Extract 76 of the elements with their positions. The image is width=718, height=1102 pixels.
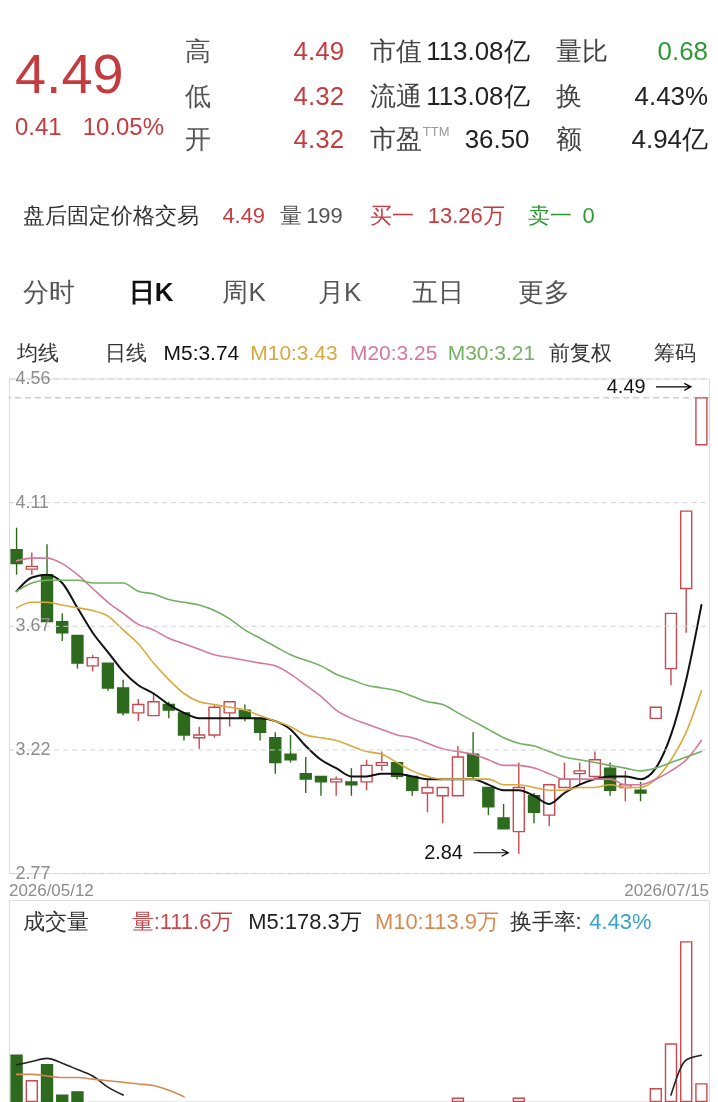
text: 2026/07/15 [624, 881, 710, 901]
text: 36.50 [464, 125, 530, 154]
text: 低 [185, 82, 212, 111]
line-series [15, 601, 703, 792]
text: 前复权 [549, 340, 613, 364]
text: 10.05% [82, 113, 164, 141]
text: 量比 [556, 37, 609, 66]
text: 买一 [369, 202, 414, 228]
bar [71, 1091, 84, 1102]
candlestick [664, 612, 678, 686]
text: 0 [582, 202, 595, 228]
text: 周K [222, 277, 266, 306]
text: 换 [556, 82, 583, 111]
text: 4.49 [293, 37, 345, 66]
candlestick [649, 706, 662, 720]
text: 换手率: [509, 908, 582, 934]
text: M20:3.25 [350, 340, 438, 364]
text: 均线 [15, 340, 59, 364]
text: M10:113.9万 [374, 908, 499, 934]
text: 4.49 [14, 42, 124, 106]
annotation: 2.84 [424, 840, 463, 863]
text: 市值 [369, 37, 422, 66]
candlestick [314, 775, 328, 797]
text: M10:3.43 [250, 340, 338, 364]
text: 0.41 [14, 113, 62, 141]
text: 2026/05/12 [8, 881, 94, 901]
text: 量 [280, 202, 303, 228]
text: 更多 [517, 277, 570, 306]
candlestick [177, 712, 191, 742]
bar [56, 1094, 69, 1102]
text: 高 [185, 37, 212, 66]
text: 额 [556, 125, 583, 154]
candlestick [436, 786, 449, 825]
text: M5:3.74 [163, 340, 240, 364]
text: 4.43% [634, 82, 709, 111]
bar [40, 1064, 54, 1102]
text: 盘后固定价格交易 [22, 202, 199, 228]
candlestick [695, 397, 708, 446]
text: 日线 [104, 340, 147, 364]
text: 113.08亿 [426, 82, 530, 111]
y-tick-label: 3.22 [15, 738, 51, 759]
candlestick [451, 745, 465, 797]
candlestick [25, 551, 38, 576]
annotation: 4.49 [606, 374, 646, 397]
text: 4.32 [293, 125, 345, 154]
y-tick-label: 3.67 [15, 615, 51, 636]
text: 流通 [369, 82, 422, 111]
text: 199 [306, 202, 343, 228]
y-tick-label: 4.56 [15, 367, 51, 388]
candlestick [101, 662, 115, 692]
text: 113.08亿 [426, 37, 530, 66]
candlestick [375, 750, 389, 772]
candlestick [116, 678, 130, 717]
text: 卖一 [527, 202, 572, 228]
candlestick [512, 761, 525, 855]
candlestick [329, 775, 343, 797]
text: M30:3.21 [447, 340, 536, 364]
y-tick-label: 2.77 [15, 862, 51, 883]
text: 13.26万 [427, 202, 505, 228]
text: 五日 [411, 277, 464, 306]
text: 日K [128, 277, 174, 306]
y-tick-label: 4.11 [15, 491, 50, 512]
text: 月K [318, 277, 362, 306]
text: 分时 [22, 277, 75, 306]
bar [10, 1054, 23, 1102]
text: 4.94亿 [631, 125, 709, 154]
text: 成交量 [22, 908, 89, 934]
candlestick [680, 510, 693, 634]
text: 4.49 [222, 202, 266, 228]
text: 筹码 [654, 340, 697, 364]
text: M5:178.3万 [248, 908, 362, 934]
text: 4.32 [293, 82, 345, 111]
text: 4.43% [589, 908, 652, 934]
text: 开 [185, 125, 212, 154]
text: 0.68 [657, 37, 709, 66]
text: 量:111.6万 [131, 908, 234, 934]
